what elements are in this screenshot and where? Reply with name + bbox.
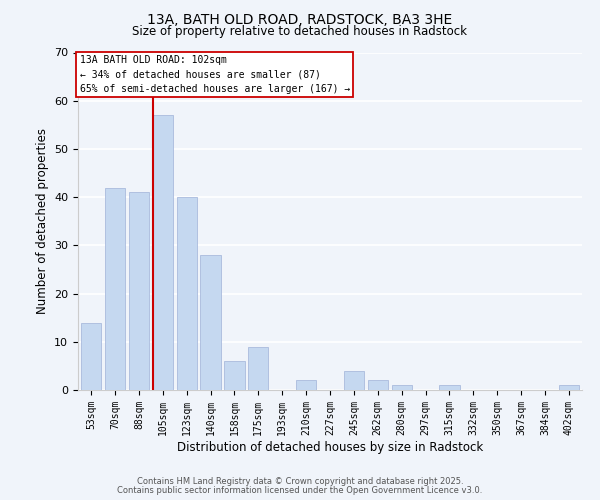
Text: 13A, BATH OLD ROAD, RADSTOCK, BA3 3HE: 13A, BATH OLD ROAD, RADSTOCK, BA3 3HE: [148, 12, 452, 26]
Bar: [81, 322, 101, 390]
Bar: [368, 380, 388, 390]
X-axis label: Distribution of detached houses by size in Radstock: Distribution of detached houses by size …: [177, 440, 483, 454]
Bar: [248, 346, 268, 390]
Text: Size of property relative to detached houses in Radstock: Size of property relative to detached ho…: [133, 25, 467, 38]
Bar: [129, 192, 149, 390]
Bar: [176, 197, 197, 390]
Bar: [559, 385, 579, 390]
Bar: [200, 255, 221, 390]
Y-axis label: Number of detached properties: Number of detached properties: [35, 128, 49, 314]
Text: Contains public sector information licensed under the Open Government Licence v3: Contains public sector information licen…: [118, 486, 482, 495]
Bar: [344, 370, 364, 390]
Bar: [296, 380, 316, 390]
Text: Contains HM Land Registry data © Crown copyright and database right 2025.: Contains HM Land Registry data © Crown c…: [137, 477, 463, 486]
Bar: [224, 361, 245, 390]
Bar: [105, 188, 125, 390]
Text: 13A BATH OLD ROAD: 102sqm
← 34% of detached houses are smaller (87)
65% of semi-: 13A BATH OLD ROAD: 102sqm ← 34% of detac…: [80, 55, 350, 94]
Bar: [439, 385, 460, 390]
Bar: [392, 385, 412, 390]
Bar: [152, 115, 173, 390]
